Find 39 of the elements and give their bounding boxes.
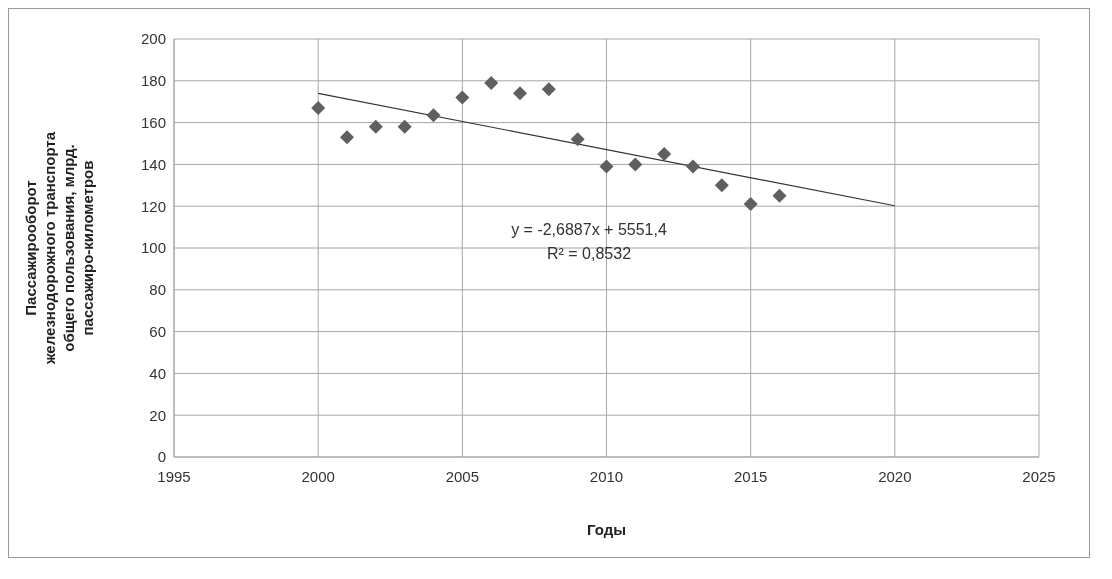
annotation: y = -2,6887x + 5551,4: [510, 221, 668, 239]
point: [397, 119, 412, 134]
annotation: R² = 0,8532: [545, 245, 633, 263]
y-axis-title: Пассажирооборот железнодорожного транспорта общего пользования, млрд. пассажиро-километров: [21, 131, 96, 366]
x-tick-label: 2005: [445, 467, 480, 485]
y-tick-label: 140: [140, 155, 166, 173]
point: [714, 178, 729, 193]
y-tick-label: 60: [149, 322, 166, 340]
point: [657, 146, 672, 161]
point: [743, 197, 758, 212]
y-tick-label: 0: [157, 448, 166, 466]
point: [628, 157, 643, 172]
x-axis-title: Годы: [586, 521, 627, 538]
y-tick-label: 180: [140, 72, 166, 90]
point: [599, 159, 614, 174]
point: [484, 75, 499, 90]
point: [368, 119, 383, 134]
point: [513, 86, 527, 101]
x-tick-label: 2010: [589, 467, 624, 485]
x-tick-label: 1995: [157, 467, 191, 485]
x-tick-label: 2020: [878, 467, 912, 485]
x-tick-label: 2000: [301, 467, 335, 485]
y-tick-label: 200: [140, 30, 166, 48]
y-tick-label: 120: [140, 197, 166, 215]
point: [686, 159, 700, 174]
y-tick-label: 160: [140, 113, 166, 131]
point: [455, 90, 470, 105]
point: [340, 130, 354, 145]
y-tick-label: 100: [140, 239, 166, 257]
point: [570, 132, 585, 147]
point: [311, 100, 326, 115]
y-tick-label: 20: [149, 406, 166, 424]
point: [772, 188, 787, 203]
y-tick-label: 80: [149, 281, 166, 299]
point: [541, 82, 556, 97]
x-tick-label: 2025: [1022, 467, 1056, 485]
y-tick-label: 40: [149, 364, 166, 382]
point: [426, 108, 441, 123]
x-tick-label: 2015: [733, 467, 768, 485]
